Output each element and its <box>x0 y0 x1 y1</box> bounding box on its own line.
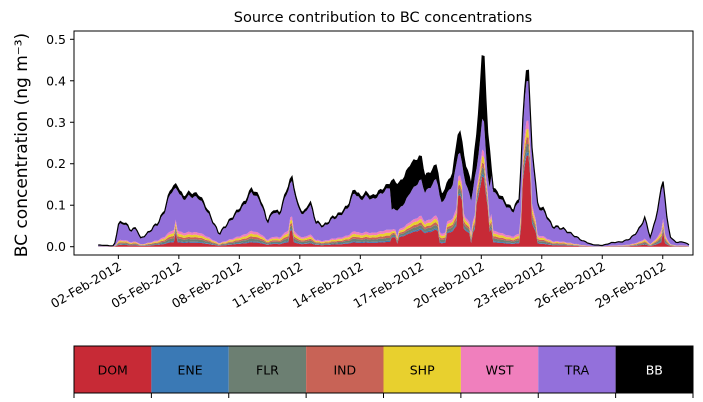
plot-area <box>73 30 694 256</box>
y-tick-label: 0.4 <box>46 73 66 88</box>
legend-label-flr: FLR <box>256 363 279 378</box>
plot-frame <box>73 30 694 256</box>
y-tick-label: 0.5 <box>46 32 66 47</box>
legend-label-ene: ENE <box>177 363 202 378</box>
total-outline <box>98 55 690 247</box>
chart-title: Source contribution to BC concentrations <box>234 10 532 26</box>
stacked-areas <box>98 55 689 247</box>
legend-label-dom: DOM <box>98 363 128 378</box>
legend-swatch-shp <box>383 346 461 393</box>
y-tick-label: 0.0 <box>46 239 66 254</box>
y-tick-label: 0.3 <box>46 115 66 130</box>
area-tra <box>98 80 689 247</box>
y-tick-label: 0.1 <box>46 198 66 213</box>
legend-swatch-dom <box>74 346 152 393</box>
legend-colorbar: DOM ENE FLR IND SHP WST TRA BB <box>73 345 694 398</box>
legend-label-wst: WST <box>486 363 514 378</box>
legend-swatch-ind <box>306 346 384 393</box>
y-axis-label: BC concentration (ng m⁻³) <box>12 33 32 257</box>
y-axis: 0.0 0.1 0.2 0.3 0.4 0.5 <box>46 32 74 254</box>
legend-swatch-tra <box>538 346 616 393</box>
legend-swatch-bb <box>615 346 693 393</box>
area-bb <box>98 55 689 246</box>
y-tick-label: 0.2 <box>46 156 66 171</box>
legend-label-tra: TRA <box>564 363 590 378</box>
legend-label-bb: BB <box>646 363 663 378</box>
legend-label-ind: IND <box>333 363 356 378</box>
legend-swatch-flr <box>228 346 307 393</box>
legend-label-shp: SHP <box>410 363 435 378</box>
legend-swatch-wst <box>460 346 539 393</box>
x-axis: 02-Feb-201205-Feb-201208-Feb-201211-Feb-… <box>48 255 668 311</box>
legend-swatch-ene <box>151 346 229 393</box>
